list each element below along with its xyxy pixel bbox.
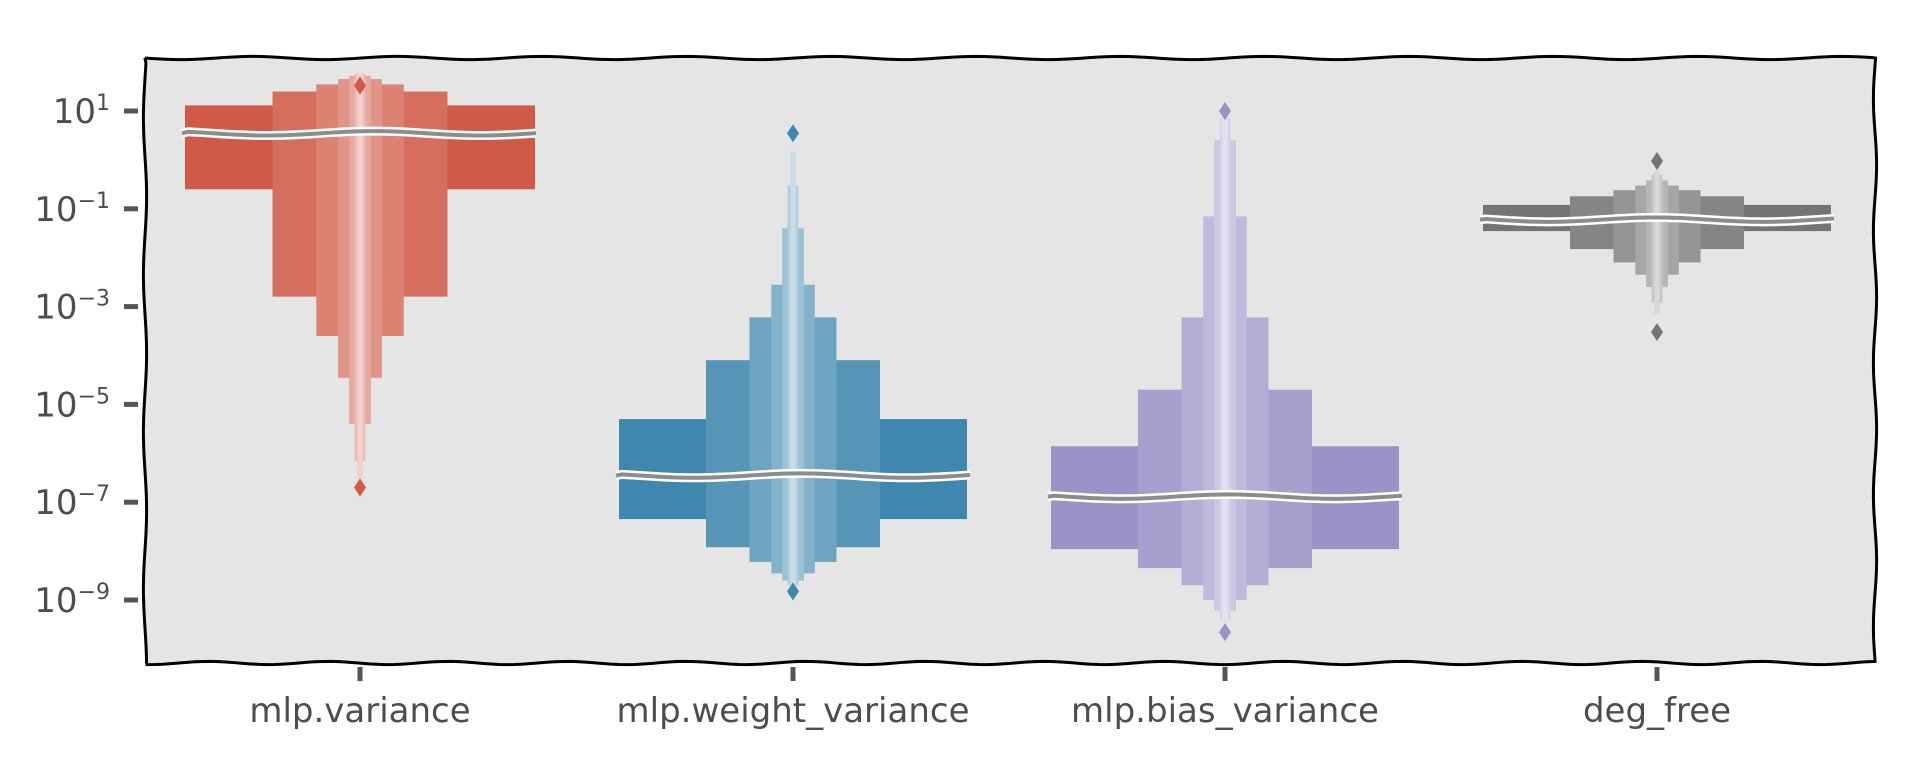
plot-frame xyxy=(141,54,1879,667)
boxes-layer xyxy=(180,72,1835,642)
boxen-box-mlp-weight-variance-level-7 xyxy=(790,151,796,588)
x-tick-label-1: mlp.variance xyxy=(249,691,470,731)
outlier-marker-mlp-weight-variance-2 xyxy=(787,582,799,601)
y-tick-label-2: 10−1 xyxy=(34,189,110,230)
outlier-marker-deg-free-2 xyxy=(1651,323,1663,342)
median-core-deg-free xyxy=(1479,215,1835,224)
x-tick-label-2: mlp.weight_variance xyxy=(617,691,970,731)
median-core-mlp-weight-variance xyxy=(615,471,971,480)
y-tick-label-1: 101 xyxy=(53,91,110,132)
outlier-marker-mlp-bias-variance-1 xyxy=(1219,102,1231,120)
median-core-mlp-variance xyxy=(181,129,537,138)
ticks-layer: mlp.variance mlp.weight_variance mlp.bias_… xyxy=(34,91,1731,731)
outlier-marker-mlp-variance-2 xyxy=(354,478,366,497)
outlier-marker-deg-free-1 xyxy=(1651,151,1663,170)
boxen-box-mlp-bias-variance-level-7 xyxy=(1222,113,1228,626)
x-tick-label-3: mlp.bias_variance xyxy=(1071,691,1379,731)
boxen-box-mlp-variance-level-7 xyxy=(357,72,363,493)
outlier-marker-mlp-variance-1 xyxy=(354,76,366,95)
y-tick-label-6: 10−9 xyxy=(34,580,110,621)
outlier-marker-mlp-bias-variance-2 xyxy=(1219,623,1231,642)
y-tick-label-3: 10−3 xyxy=(34,287,110,328)
median-core-mlp-bias-variance xyxy=(1047,492,1403,501)
y-tick-label-5: 10−7 xyxy=(34,482,110,523)
boxen-box-deg-free-level-7 xyxy=(1654,170,1660,315)
y-tick-label-4: 10−5 xyxy=(34,384,110,425)
x-tick-label-4: deg_free xyxy=(1583,691,1731,731)
outlier-marker-mlp-weight-variance-1 xyxy=(787,124,799,143)
